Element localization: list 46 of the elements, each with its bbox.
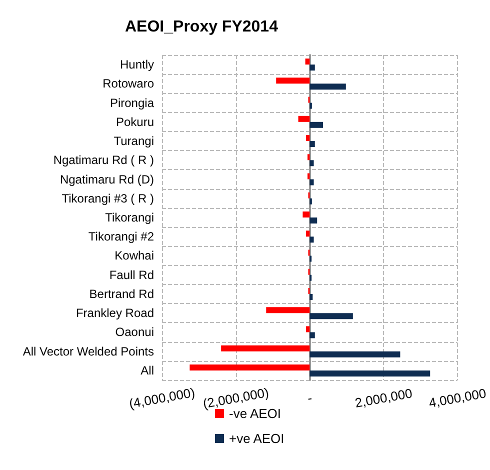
y-tick-label: Huntly: [120, 58, 154, 72]
bar: [310, 313, 353, 320]
bar: [310, 160, 314, 166]
legend-label: -ve AEOI: [229, 406, 282, 421]
legend-label: +ve AEOI: [229, 431, 284, 446]
y-tick-label: Pokuru: [116, 114, 154, 129]
bar: [302, 212, 310, 218]
y-tick-label: All Vector Welded Points: [22, 344, 154, 358]
bar: [310, 84, 346, 90]
bar: [310, 141, 315, 148]
x-tick-label: 4,000,000: [428, 386, 488, 410]
bar: [305, 58, 310, 65]
y-tick-label: Tikorangi: [105, 210, 154, 224]
bar: [276, 78, 310, 84]
bar: [310, 370, 430, 376]
bar: [310, 218, 318, 224]
x-tick-label: -: [306, 390, 314, 406]
bar: [310, 122, 324, 128]
y-tick-label: Frankley Road: [76, 306, 154, 320]
bar: [310, 332, 315, 338]
bar: [306, 326, 310, 332]
bar: [310, 179, 314, 186]
y-tick-label: Turangi: [114, 134, 154, 148]
y-tick-label: Ngatimaru Rd ( R ): [53, 153, 154, 168]
bar: [190, 364, 310, 370]
y-tick-label: Ngatimaru Rd (D): [60, 172, 154, 186]
bar: [310, 236, 314, 243]
y-tick-label: Pirongia: [110, 96, 154, 110]
bar: [306, 230, 310, 237]
y-tick-label: Faull Rd: [109, 268, 154, 282]
bar: [306, 135, 310, 142]
chart-title: AEOI_Proxy FY2014: [125, 18, 278, 36]
y-tick-label: Oaonui: [115, 325, 154, 340]
y-tick-label: Kowhai: [114, 248, 154, 263]
bar: [310, 64, 315, 71]
bar: [310, 294, 313, 300]
x-tick-label: 2,000,000: [354, 386, 414, 410]
y-tick-label: All: [140, 363, 154, 378]
bar: [266, 307, 310, 314]
bar: [298, 116, 310, 122]
y-tick-label: Bertrand Rd: [89, 286, 154, 301]
y-tick-label: Tikorangi #3 ( R ): [62, 191, 154, 206]
bar: [221, 345, 310, 352]
bar: [310, 351, 400, 358]
y-tick-label: Tikorangi #2: [88, 230, 154, 244]
y-tick-label: Rotowaro: [102, 76, 154, 91]
